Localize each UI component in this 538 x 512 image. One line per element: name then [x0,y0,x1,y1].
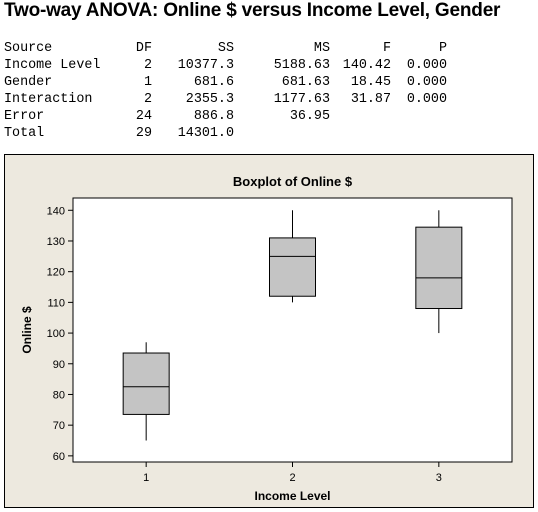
cell-ms: 36.95 [289,109,330,124]
boxplot-chart: Boxplot of Online $ 60 70 80 90 100 110 120 130 1… [4,154,534,508]
cell-ms: 1177.63 [273,92,330,107]
cell-f: 140.42 [342,58,391,73]
cell-ms: 681.63 [281,75,330,90]
y-tick-label: 100 [47,328,65,340]
box-1 [122,352,170,415]
cell-f: 31.87 [350,92,391,107]
boxplot-svg: Boxplot of Online $ 60 70 80 90 100 110 120 130 1… [20,174,513,503]
cell-ss: 681.6 [193,75,234,90]
cell-ss: 10377.3 [177,58,234,73]
cell-p: 0.000 [406,92,447,107]
cell-source: Gender [4,75,53,90]
cell-f: F [382,41,391,56]
cell-ss: 14301.0 [177,126,234,141]
y-tick-label: 130 [47,236,65,248]
cell-df: 2 [143,92,152,107]
x-tick-label: 1 [143,472,149,484]
cell-source: Interaction [4,92,93,107]
cell-df: 24 [135,109,152,124]
y-axis-label: Online $ [20,306,34,354]
cell-ss: 886.8 [193,109,234,124]
cell-source: Income Level [4,58,101,73]
x-tick-label: 3 [436,472,442,484]
y-tick-label: 70 [53,420,65,432]
box-3 [415,226,463,310]
cell-source: Total [4,126,45,141]
y-tick-label: 60 [53,451,65,463]
y-tick-label: 110 [47,297,65,309]
cell-df: DF [135,41,152,56]
anova-row: Gender 1 681.6 681.63 18.45 0.000 [4,74,464,91]
anova-header-row: Source DF SS MS F P [4,40,464,57]
x-axis-label: Income Level [254,489,330,503]
chart-title: Boxplot of Online $ [233,174,353,189]
cell-df: 2 [143,58,152,73]
cell-ss: SS [217,41,234,56]
anova-table: Source DF SS MS F P Income Level 2 10377.3 5188.6… [4,40,464,142]
cell-source: Source [4,41,53,56]
cell-df: 29 [135,126,152,141]
box-2 [269,237,316,297]
cell-ss: 2355.3 [185,92,234,107]
cell-ms: MS [313,41,330,56]
y-tick-label: 80 [53,389,65,401]
page-title: Two-way ANOVA: Online $ versus Income Le… [4,0,501,21]
cell-p: 0.000 [406,58,447,73]
y-tick-label: 140 [47,205,65,217]
anova-row: Error 24 886.8 36.95 [4,108,464,125]
y-tick-label: 90 [53,359,65,371]
cell-source: Error [4,109,45,124]
cell-df: 1 [143,75,152,90]
x-tick-label: 2 [289,472,295,484]
cell-p: 0.000 [406,75,447,90]
anova-row: Income Level 2 10377.3 5188.63 140.42 0.000 [4,57,464,74]
cell-f: 18.45 [350,75,391,90]
cell-ms: 5188.63 [273,58,330,73]
cell-p: P [438,41,447,56]
anova-row: Total 29 14301.0 [4,125,464,142]
y-tick-label: 120 [47,267,65,279]
anova-row: Interaction 2 2355.3 1177.63 31.87 0.000 [4,91,464,108]
